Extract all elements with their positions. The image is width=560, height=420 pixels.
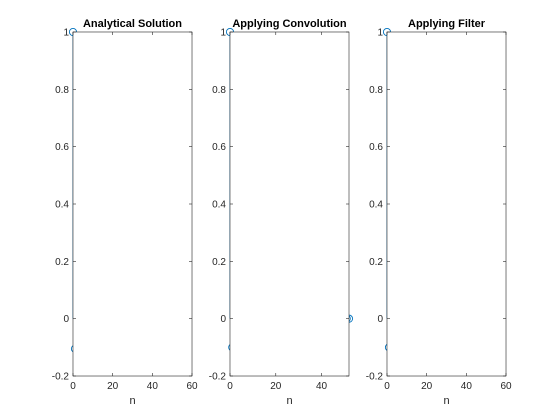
y-tick-label: 0.8 xyxy=(55,85,69,96)
axes-frame xyxy=(229,31,350,377)
y-tick-label: 0.2 xyxy=(55,257,69,268)
y-tick-label: 0 xyxy=(377,314,383,325)
x-tick-label: 0 xyxy=(227,381,233,392)
x-axis-label: n xyxy=(129,395,135,407)
y-tick-label: 0.6 xyxy=(369,142,383,153)
subplot-title: Applying Convolution xyxy=(232,18,347,30)
x-tick-label: 0 xyxy=(70,381,76,392)
y-tick-label: 0.4 xyxy=(369,200,383,211)
y-tick-label: -0.2 xyxy=(209,372,227,383)
y-tick-label: 0.2 xyxy=(212,257,226,268)
y-tick-label: 0.6 xyxy=(212,142,226,153)
y-tick-label: 0 xyxy=(220,314,226,325)
subplot-title: Applying Filter xyxy=(408,18,486,30)
y-tick-label: 1 xyxy=(63,28,69,39)
subplot-title: Analytical Solution xyxy=(83,18,182,30)
y-tick-label: -0.2 xyxy=(366,372,384,383)
y-tick-label: -0.2 xyxy=(52,372,70,383)
y-tick-label: 0.8 xyxy=(212,85,226,96)
x-tick-label: 40 xyxy=(461,381,473,392)
x-axis-label: n xyxy=(286,395,292,407)
y-tick-label: 0.8 xyxy=(369,85,383,96)
x-axis-label: n xyxy=(443,395,449,407)
y-tick-label: 1 xyxy=(377,28,383,39)
x-tick-label: 40 xyxy=(316,381,328,392)
y-tick-label: 1 xyxy=(220,28,226,39)
y-tick-label: 0 xyxy=(63,314,69,325)
x-tick-label: 20 xyxy=(421,381,433,392)
x-tick-label: 20 xyxy=(107,381,119,392)
x-tick-label: 60 xyxy=(500,381,512,392)
y-tick-label: 0.6 xyxy=(55,142,69,153)
y-tick-label: 0.2 xyxy=(369,257,383,268)
x-tick-label: 20 xyxy=(270,381,282,392)
y-tick-label: 0.4 xyxy=(55,200,69,211)
x-tick-label: 0 xyxy=(384,381,390,392)
x-tick-label: 60 xyxy=(186,381,198,392)
axes-frame xyxy=(72,31,193,377)
y-tick-label: 0.4 xyxy=(212,200,226,211)
x-tick-label: 40 xyxy=(147,381,159,392)
axes-frame xyxy=(386,31,507,377)
